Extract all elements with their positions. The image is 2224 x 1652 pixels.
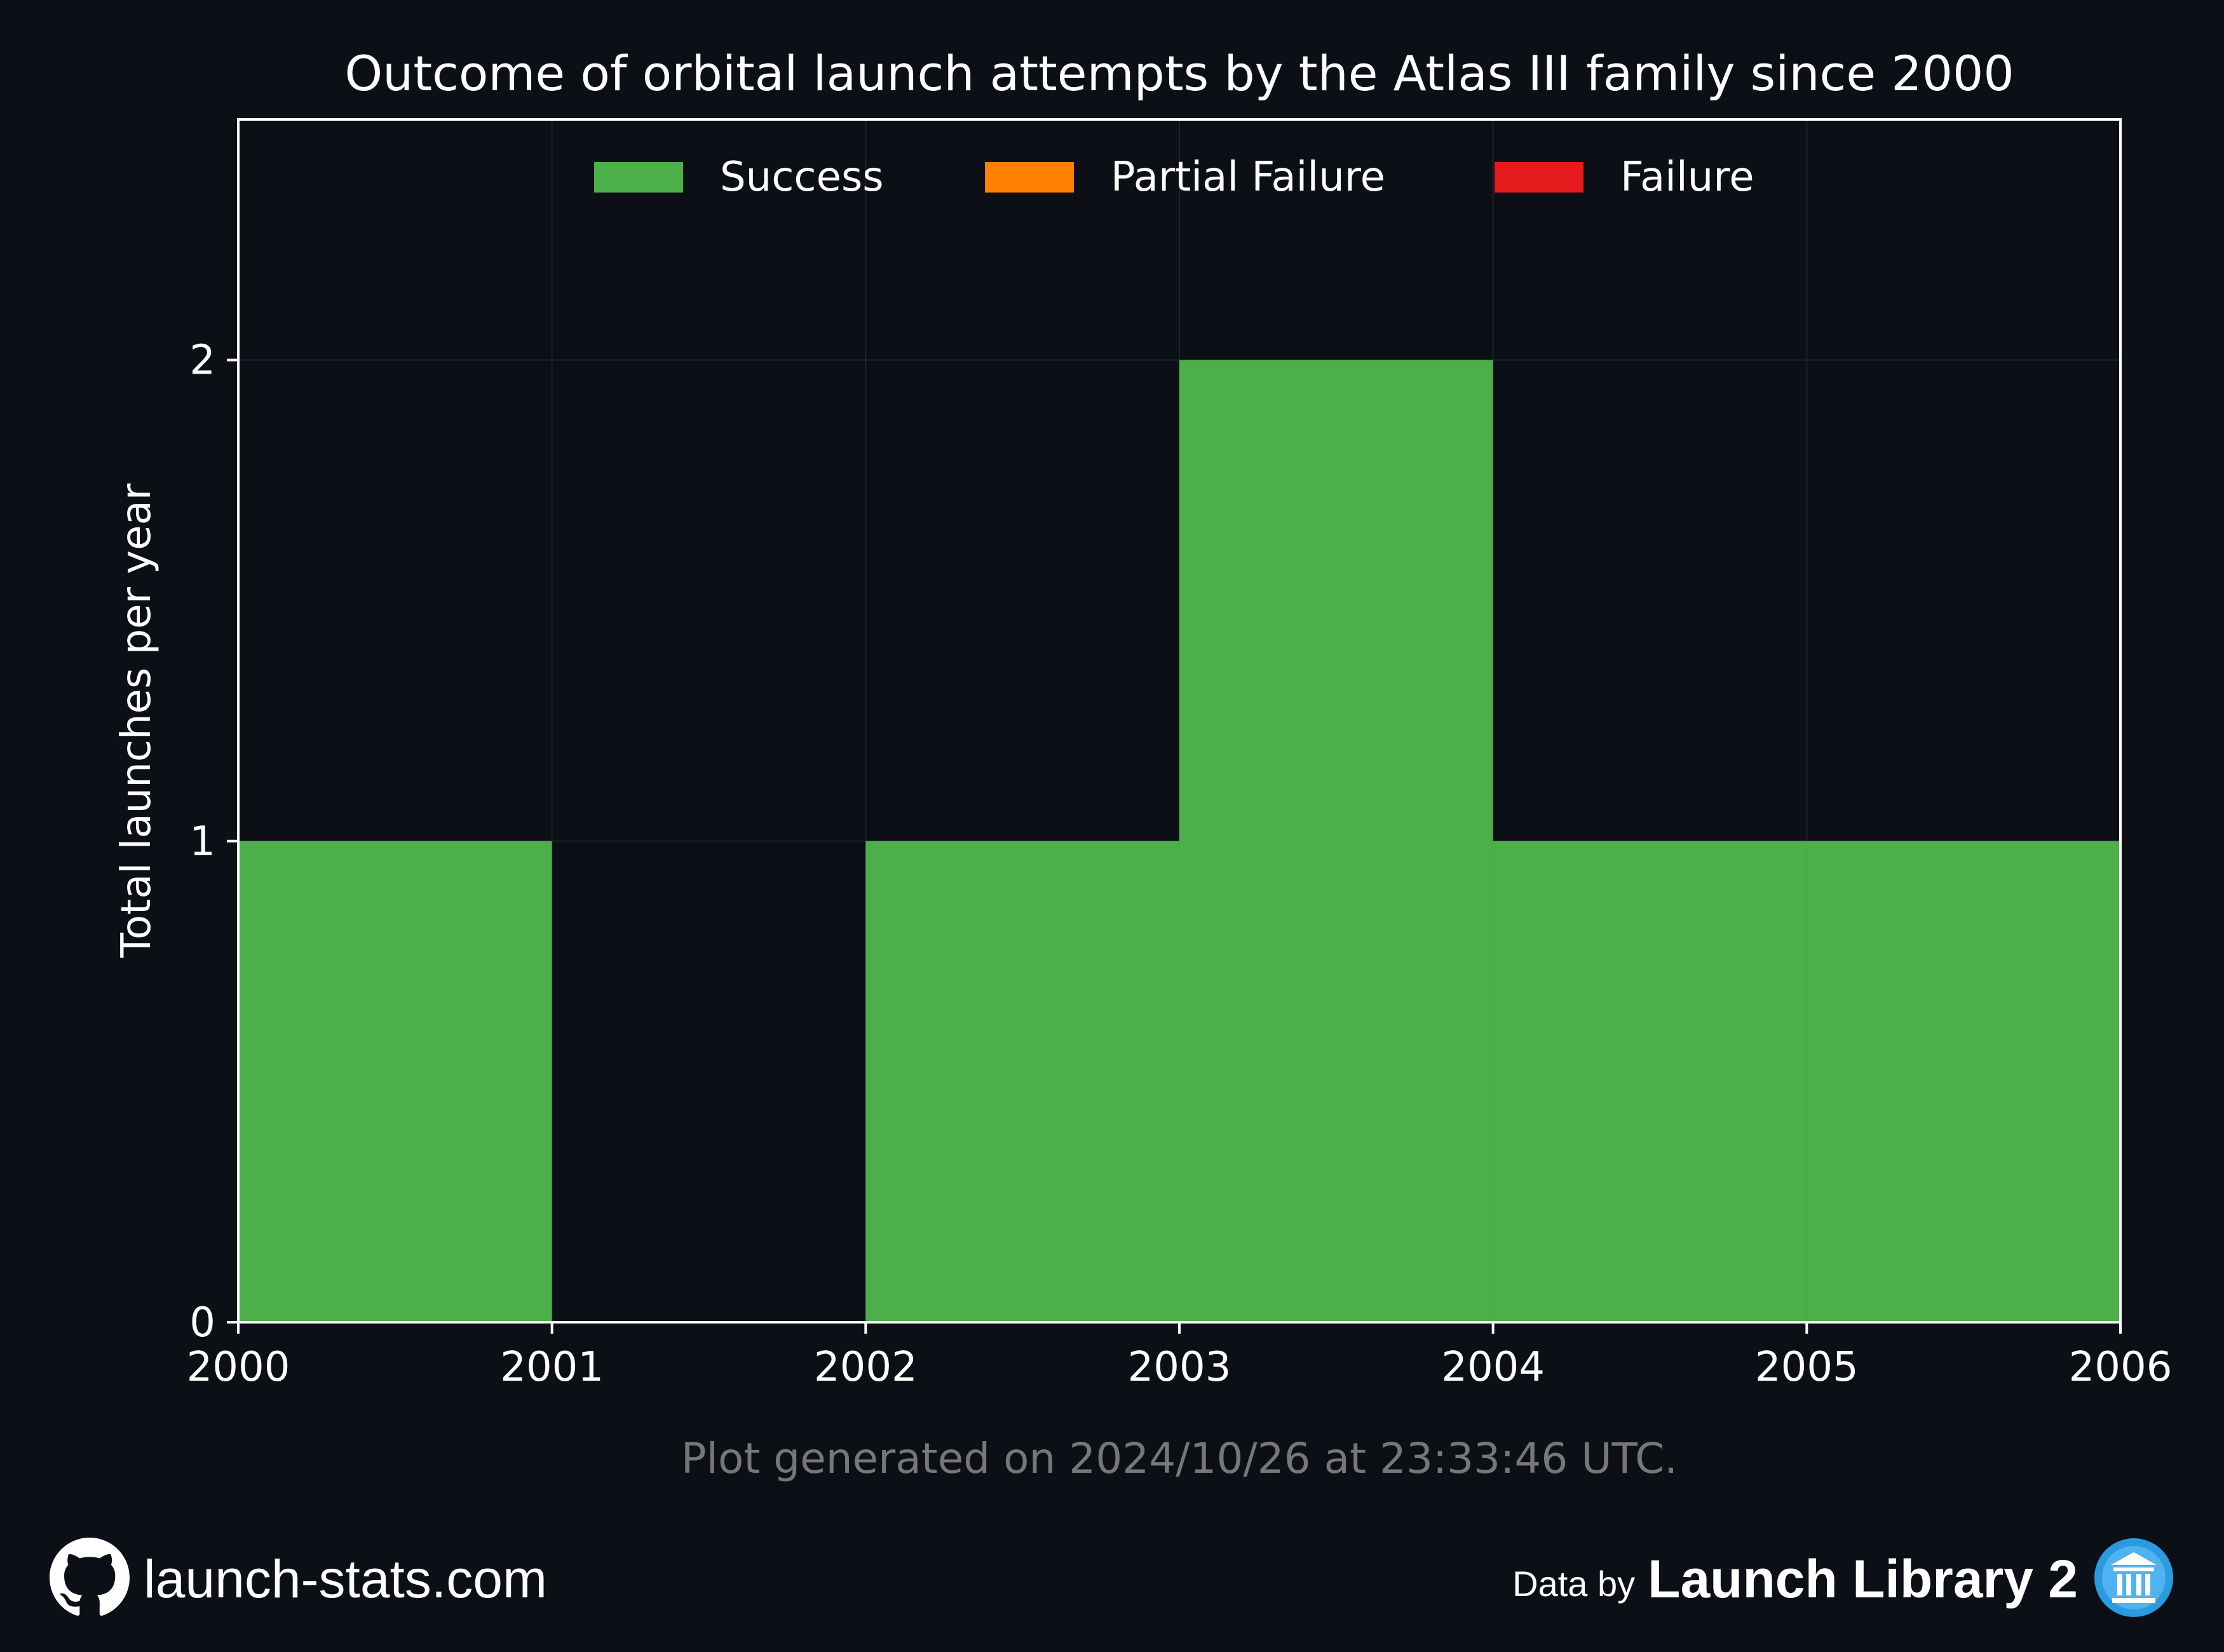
y-axis-label: Total launches per year	[113, 483, 160, 958]
bar-success	[1493, 841, 1807, 1322]
generated-note: Plot generated on 2024/10/26 at 23:33:46…	[681, 1434, 1678, 1483]
footer-right: Data by Launch Library 2	[1512, 1531, 2174, 1627]
y-tick-label: 0	[189, 1299, 215, 1346]
bar-success	[1179, 360, 1493, 1322]
x-tick-label: 2004	[1441, 1344, 1545, 1391]
bar-success	[865, 841, 1179, 1322]
legend-swatch	[985, 162, 1074, 193]
legend-label: Failure	[1620, 154, 1754, 201]
x-tick-label: 2003	[1128, 1344, 1231, 1391]
footer-left: launch-stats.com	[50, 1531, 547, 1627]
launch-library-icon	[2093, 1537, 2174, 1621]
legend-swatch	[1495, 162, 1583, 193]
x-tick-label: 2005	[1755, 1344, 1859, 1391]
y-axis: 0 1 2	[189, 337, 238, 1346]
x-tick-label: 2000	[187, 1344, 290, 1391]
source-name[interactable]: Launch Library 2	[1648, 1548, 2078, 1609]
chart-title: Outcome of orbital launch attempts by th…	[344, 45, 2014, 102]
legend-swatch	[594, 162, 683, 193]
y-tick-label: 2	[189, 337, 215, 384]
x-axis: 2000 2001 2002 2003 2004 2005 2006	[187, 1322, 2173, 1391]
x-tick-label: 2001	[500, 1344, 604, 1391]
legend-label: Partial Failure	[1111, 154, 1385, 201]
legend: Success Partial Failure Failure	[594, 154, 1754, 201]
site-link[interactable]: launch-stats.com	[144, 1548, 547, 1609]
x-tick-label: 2002	[814, 1344, 918, 1391]
bars	[238, 360, 2120, 1322]
bar-success	[1807, 841, 2120, 1322]
github-icon[interactable]	[50, 1538, 130, 1620]
x-tick-label: 2006	[2069, 1344, 2173, 1391]
data-by-label: Data by	[1512, 1563, 1636, 1604]
bar-success	[238, 841, 552, 1322]
legend-label: Success	[720, 154, 884, 201]
y-tick-label: 1	[189, 818, 215, 865]
